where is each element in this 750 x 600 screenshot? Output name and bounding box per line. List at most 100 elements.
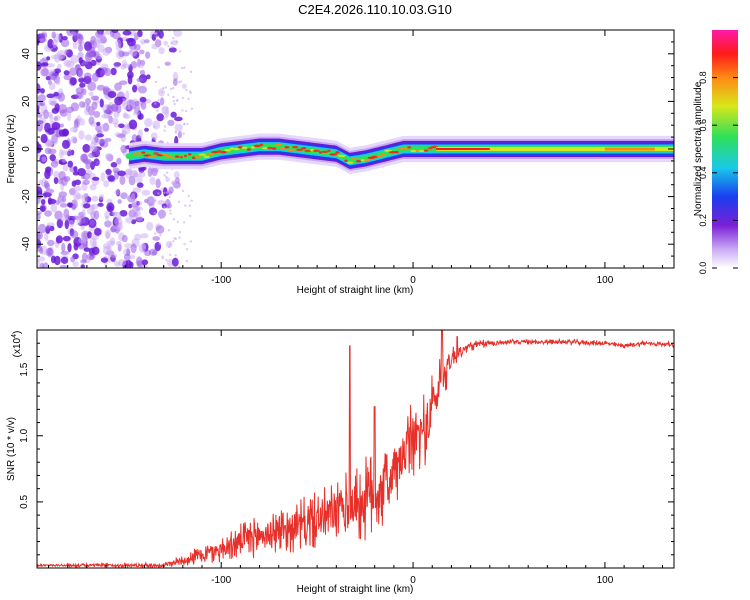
- noise-blob: [137, 206, 144, 211]
- noise-blob: [131, 206, 138, 213]
- noise-speck: [169, 242, 172, 246]
- noise-blob: [162, 187, 168, 197]
- noise-speck: [170, 41, 174, 45]
- snr-x-tick-label: 100: [597, 575, 614, 586]
- noise-speck: [189, 214, 192, 218]
- noise-blob: [84, 98, 91, 105]
- noise-blob: [49, 114, 54, 122]
- noise-speck: [165, 258, 168, 262]
- noise-blob: [149, 197, 156, 205]
- trace-core-red: [436, 148, 490, 150]
- noise-blob: [88, 152, 95, 159]
- trace-hotspot: [418, 149, 426, 153]
- noise-speck: [184, 204, 187, 207]
- trace-hotspot: [381, 153, 386, 156]
- noise-blob: [110, 67, 117, 76]
- noise-blob: [84, 134, 93, 141]
- noise-blob: [116, 157, 122, 165]
- noise-blob: [49, 69, 56, 74]
- noise-blob: [64, 219, 70, 230]
- trace-hotspot: [174, 155, 180, 158]
- noise-blob: [37, 231, 41, 242]
- noise-blob: [80, 259, 87, 264]
- noise-blob: [114, 82, 122, 91]
- trace-hotspot: [232, 147, 240, 151]
- noise-blob: [125, 38, 134, 43]
- noise-speck: [189, 240, 193, 243]
- noise-speck: [175, 40, 178, 43]
- noise-blob: [53, 52, 61, 63]
- trace-hotspot: [253, 144, 262, 148]
- noise-blob: [77, 44, 84, 52]
- noise-blob: [118, 50, 125, 58]
- snr-y-tick-label: 1.5: [19, 362, 30, 376]
- noise-blob: [87, 81, 97, 91]
- noise-speck: [163, 205, 166, 209]
- noise-blob: [53, 68, 61, 74]
- noise-speck: [157, 192, 160, 195]
- noise-blob: [105, 168, 112, 176]
- noise-blob: [93, 111, 101, 118]
- noise-blob: [99, 98, 104, 108]
- noise-blob: [55, 79, 61, 85]
- spectrogram-y-tick-label: 40: [21, 48, 32, 60]
- noise-speck: [156, 109, 159, 112]
- trace-hotspot: [198, 153, 207, 156]
- noise-blob: [148, 207, 158, 216]
- noise-blob: [91, 246, 100, 256]
- noise-blob: [144, 51, 151, 59]
- noise-blob: [120, 144, 128, 154]
- noise-blob: [173, 171, 180, 179]
- trace-hotspot: [284, 146, 290, 149]
- trace-hotspot: [398, 146, 404, 150]
- colorbar-tick-label: 0.6: [698, 119, 708, 132]
- noise-speck: [178, 236, 181, 239]
- noise-blob: [112, 31, 121, 40]
- trace-hotspot: [259, 143, 264, 146]
- noise-speck: [168, 253, 172, 256]
- trace-hotspot: [183, 154, 188, 158]
- noise-blob: [152, 189, 162, 197]
- noise-blob: [89, 219, 95, 226]
- spectrogram-x-ticks: -100 0 100: [48, 30, 663, 286]
- spectrogram-y-tick-label: 0: [21, 146, 32, 152]
- trace-hotspot: [335, 151, 340, 154]
- noise-blob: [58, 148, 64, 159]
- noise-blob: [50, 203, 58, 213]
- snr-line: [37, 330, 674, 568]
- noise-blob: [106, 240, 116, 246]
- noise-blob: [55, 127, 61, 138]
- noise-speck: [165, 191, 169, 194]
- noise-speck: [154, 137, 157, 141]
- snr-x-tick-label: -100: [211, 575, 231, 586]
- noise-blob: [82, 143, 91, 153]
- noise-speck: [161, 255, 164, 258]
- trace-hotspot: [250, 146, 256, 149]
- trace-hotspot: [329, 153, 338, 156]
- spectrogram-x-tick-label: -100: [211, 275, 231, 286]
- noise-blob: [91, 72, 99, 83]
- noise-blob: [46, 224, 51, 230]
- noise-blob: [59, 265, 69, 268]
- colorbar-tick-label: 0.2: [698, 214, 708, 227]
- noise-speck: [172, 217, 176, 221]
- noise-speck: [171, 181, 175, 185]
- snr-x-axis-label: Height of straight line (km): [297, 584, 414, 595]
- noise-blob: [96, 133, 104, 138]
- noise-speck: [163, 125, 167, 128]
- noise-blob: [171, 257, 179, 267]
- noise-blob: [140, 233, 149, 239]
- noise-blob: [95, 33, 105, 44]
- trace-hotspot: [179, 155, 183, 159]
- noise-blob: [46, 239, 55, 247]
- noise-speck: [169, 203, 172, 206]
- noise-speck: [169, 209, 172, 212]
- noise-speck: [157, 66, 160, 69]
- noise-blob: [115, 240, 122, 246]
- noise-blob: [119, 80, 128, 86]
- noise-blob: [39, 32, 48, 40]
- noise-blob: [67, 243, 72, 253]
- noise-blob: [131, 133, 138, 143]
- noise-blob: [61, 242, 66, 253]
- trace-hotspot: [135, 152, 143, 155]
